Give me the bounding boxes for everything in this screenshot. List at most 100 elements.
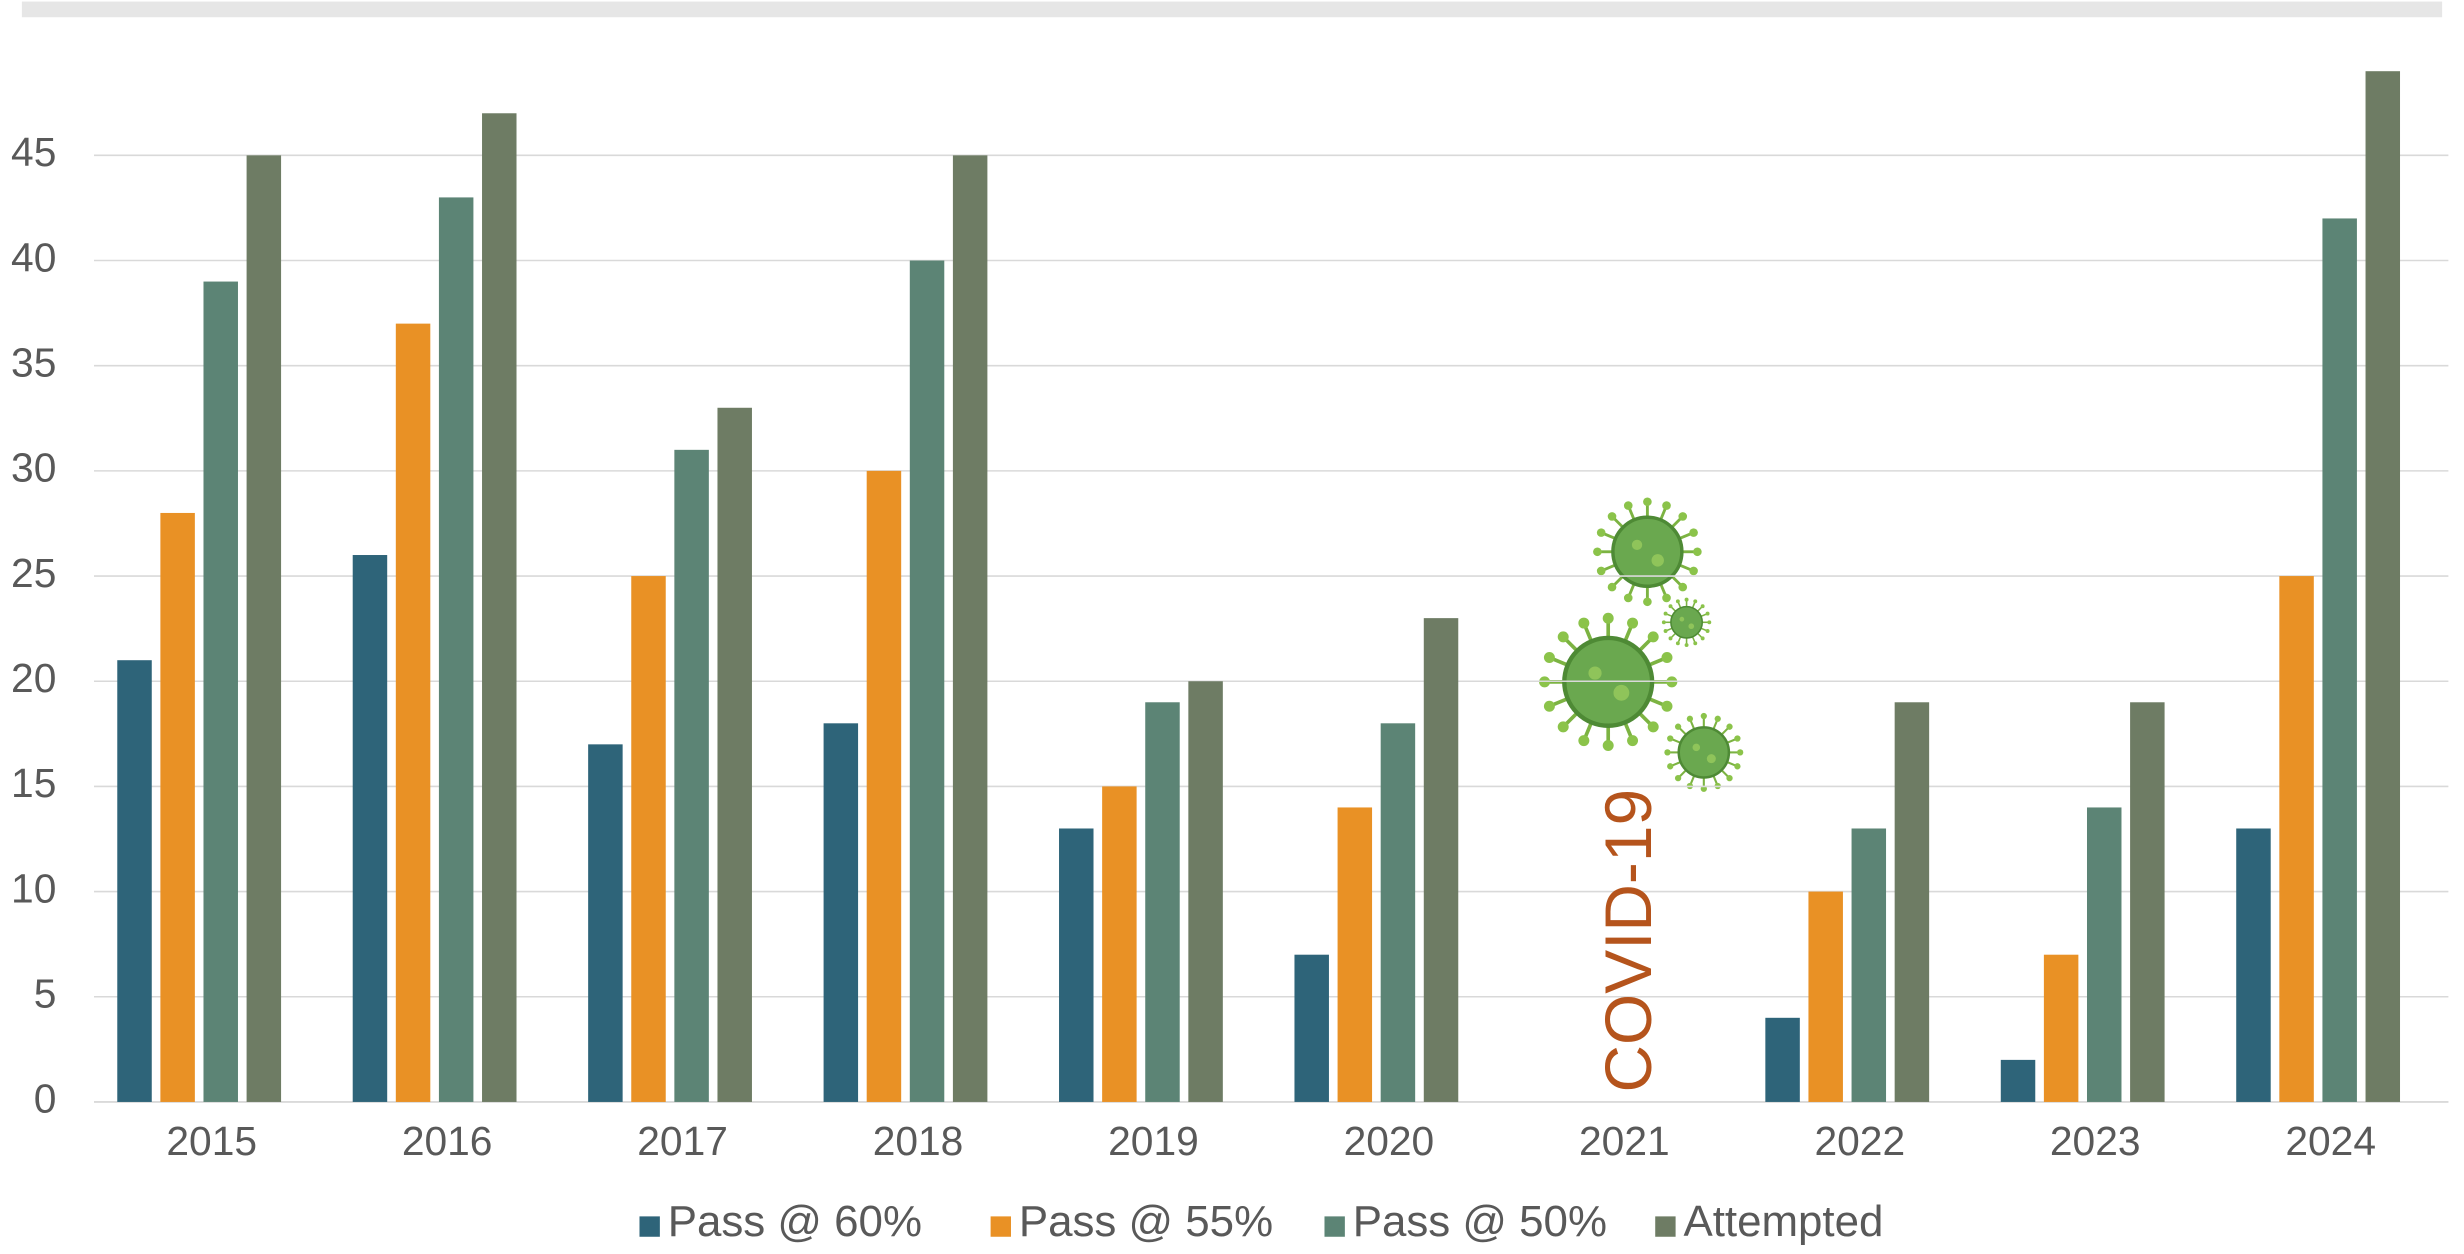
bar [439, 197, 473, 1102]
virus-spike-tip [1726, 724, 1732, 730]
virus-spike-tip [1669, 604, 1673, 608]
bar [160, 513, 194, 1102]
y-tick-label: 35 [11, 339, 56, 385]
virus-icon [1664, 713, 1743, 792]
virus-spike-tip [1689, 528, 1698, 537]
legend-swatch [991, 1216, 1011, 1236]
virus-body [1679, 727, 1729, 777]
x-tick-label: 2019 [1108, 1118, 1199, 1164]
virus-spike-tip [1707, 620, 1711, 624]
legend-swatch [1324, 1216, 1344, 1236]
virus-icon [1662, 598, 1711, 647]
virus-spike-tip [1734, 735, 1740, 741]
bar [1188, 681, 1222, 1102]
bar [1765, 1018, 1799, 1102]
x-tick-label: 2022 [1814, 1118, 1905, 1164]
virus-spike-tip [1608, 583, 1617, 592]
virus-spike-tip [1734, 763, 1740, 769]
chart: 0510152025303540452015201620172018201920… [0, 0, 2464, 1254]
virus-spike-tip [1593, 547, 1602, 556]
y-tick-label: 30 [11, 445, 56, 491]
y-tick-label: 25 [11, 550, 56, 596]
bar [588, 744, 622, 1102]
legend-swatch [1655, 1216, 1675, 1236]
virus-spike-tip [1603, 613, 1614, 624]
bar [674, 450, 708, 1102]
x-tick-label: 2020 [1344, 1118, 1435, 1164]
virus-spike-tip [1643, 597, 1652, 606]
virus-spike-tip [1608, 512, 1617, 521]
virus-spike-tip [1643, 497, 1652, 506]
virus-spike-tip [1689, 567, 1698, 576]
virus-spike-tip [1693, 547, 1702, 556]
virus-icon [1593, 497, 1702, 606]
virus-icons [1539, 497, 1743, 791]
virus-spike-tip [1701, 713, 1707, 719]
y-tick-label: 40 [11, 234, 56, 280]
bar [1338, 807, 1372, 1102]
virus-spike-tip [1701, 604, 1705, 608]
virus-spike-tip [1648, 631, 1659, 642]
virus-spot [1680, 617, 1685, 622]
bar [117, 660, 151, 1102]
virus-spike-tip [1558, 721, 1569, 732]
virus-spike-tip [1706, 629, 1710, 633]
virus-body [1671, 607, 1702, 638]
virus-spot [1707, 754, 1716, 763]
page: {"chart_data": { "type": "bar", "categor… [0, 0, 2464, 1254]
virus-spike-tip [1685, 643, 1689, 647]
virus-spike-tip [1726, 775, 1732, 781]
virus-spike-tip [1662, 701, 1673, 712]
virus-spike-tip [1687, 716, 1693, 722]
bar [1145, 702, 1179, 1102]
bar [1381, 723, 1415, 1102]
y-tick-label: 45 [11, 129, 56, 175]
virus-spike-tip [1627, 618, 1638, 629]
virus-spike-tip [1693, 599, 1697, 603]
virus-spike-tip [1662, 594, 1671, 603]
bar [867, 471, 901, 1102]
bar [2087, 807, 2121, 1102]
bar [203, 282, 237, 1102]
annotation: COVID-19 [1591, 789, 1665, 1093]
virus-spike-tip [1664, 749, 1670, 755]
bar [631, 576, 665, 1102]
x-tick-label: 2024 [2285, 1118, 2376, 1164]
virus-spot [1688, 623, 1694, 629]
virus-spike-tip [1675, 724, 1681, 730]
virus-spike-tip [1624, 501, 1633, 510]
bar [2044, 955, 2078, 1102]
virus-spike-tip [1664, 629, 1668, 633]
virus-spike-tip [1627, 735, 1638, 746]
virus-spike-tip [1667, 735, 1673, 741]
virus-spike-tip [1624, 594, 1633, 603]
virus-spot [1652, 554, 1664, 566]
legend-label: Attempted [1683, 1197, 1883, 1246]
y-tick-label: 10 [11, 865, 56, 911]
virus-spike-tip [1676, 641, 1680, 645]
virus-spike-tip [1715, 716, 1721, 722]
bar [247, 155, 281, 1102]
bar [1808, 892, 1842, 1102]
bar [2279, 576, 2313, 1102]
bar [1424, 618, 1458, 1102]
virus-spike-tip [1558, 631, 1569, 642]
virus-spike-tip [1693, 641, 1697, 645]
bar [824, 723, 858, 1102]
virus-spike-tip [1544, 652, 1555, 663]
virus-spike-tip [1648, 721, 1659, 732]
bar [353, 555, 387, 1102]
virus-spike-tip [1678, 583, 1687, 592]
bar [910, 261, 944, 1102]
bar [2366, 71, 2400, 1102]
legend-swatch [639, 1216, 659, 1236]
virus-spot [1632, 540, 1642, 550]
x-tick-label: 2018 [873, 1118, 964, 1164]
y-tick-label: 15 [11, 760, 56, 806]
virus-spike-tip [1662, 620, 1666, 624]
virus-spike-tip [1578, 618, 1589, 629]
bar [1102, 786, 1136, 1102]
virus-spike-tip [1678, 512, 1687, 521]
virus-spot [1693, 744, 1701, 752]
virus-spike-tip [1597, 528, 1606, 537]
